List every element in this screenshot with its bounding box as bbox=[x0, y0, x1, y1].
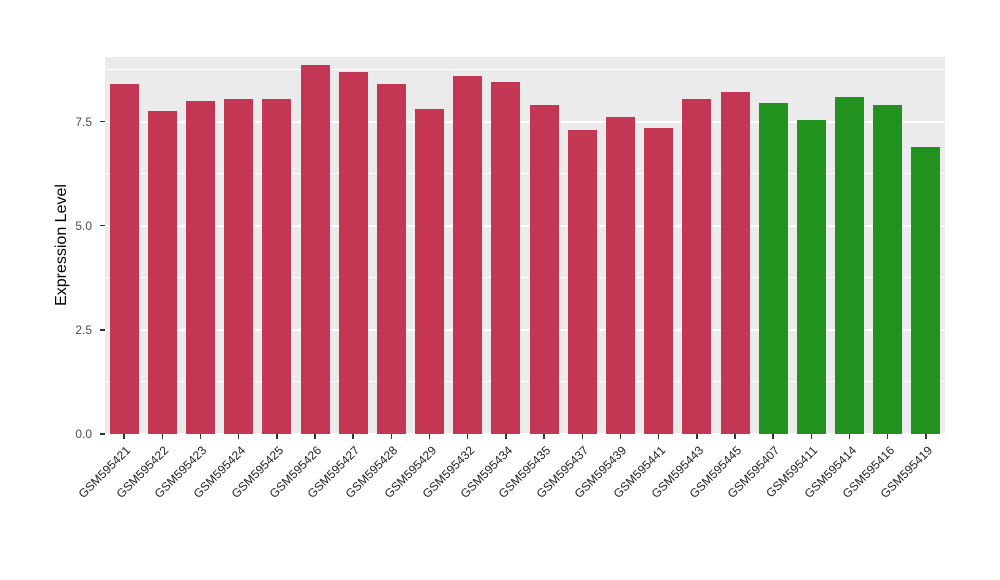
bar bbox=[873, 104, 903, 434]
x-tick-mark bbox=[886, 434, 889, 439]
x-tick-mark bbox=[657, 434, 660, 439]
plot-panel bbox=[105, 57, 945, 435]
x-tick-mark bbox=[237, 434, 240, 439]
bar bbox=[835, 96, 865, 434]
bar bbox=[567, 129, 597, 434]
y-tick-mark bbox=[100, 433, 105, 435]
bar bbox=[338, 71, 368, 434]
y-axis-title: Expression Level bbox=[53, 184, 70, 306]
x-tick-label: GSM595421 bbox=[75, 443, 134, 501]
minor-gridline bbox=[105, 277, 945, 279]
x-tick-mark bbox=[352, 434, 354, 439]
bar bbox=[911, 146, 941, 434]
bar bbox=[453, 75, 483, 434]
bar bbox=[491, 82, 521, 434]
minor-gridline bbox=[105, 173, 945, 175]
bar bbox=[185, 100, 215, 434]
bar bbox=[147, 111, 177, 434]
y-tick-label: 2.5 bbox=[75, 322, 92, 337]
x-tick-mark bbox=[428, 434, 431, 439]
x-tick-mark bbox=[161, 434, 164, 439]
x-tick-mark bbox=[466, 434, 469, 439]
x-tick-mark bbox=[810, 434, 813, 439]
x-tick-mark bbox=[390, 434, 393, 439]
major-gridline bbox=[105, 120, 945, 123]
bar bbox=[796, 119, 826, 434]
major-gridline bbox=[105, 433, 945, 435]
bar bbox=[262, 98, 292, 434]
bar bbox=[529, 104, 559, 434]
y-tick-mark bbox=[100, 224, 105, 227]
minor-gridline bbox=[105, 68, 945, 70]
bar bbox=[644, 127, 674, 434]
x-tick-mark bbox=[619, 434, 622, 439]
bar bbox=[300, 65, 330, 434]
bar bbox=[376, 84, 406, 434]
x-tick-mark bbox=[276, 434, 278, 439]
major-gridline bbox=[105, 224, 945, 227]
bar bbox=[682, 98, 712, 434]
x-tick-mark bbox=[581, 434, 584, 439]
x-tick-mark bbox=[505, 434, 507, 439]
bar bbox=[720, 92, 750, 434]
y-tick-mark bbox=[100, 329, 105, 331]
x-tick-mark bbox=[925, 434, 927, 439]
x-tick-mark bbox=[199, 434, 202, 439]
x-tick-mark bbox=[848, 434, 851, 439]
bar bbox=[605, 117, 635, 434]
x-tick-mark bbox=[123, 434, 125, 439]
y-tick-label: 5.0 bbox=[75, 218, 92, 233]
y-tick-label: 7.5 bbox=[75, 114, 92, 129]
bar bbox=[415, 109, 445, 434]
bar bbox=[758, 102, 788, 434]
bar bbox=[109, 84, 139, 434]
minor-gridline bbox=[105, 381, 945, 383]
x-tick-mark bbox=[696, 434, 698, 439]
x-tick-mark bbox=[314, 434, 316, 439]
x-tick-mark bbox=[772, 434, 774, 439]
bar bbox=[224, 98, 254, 434]
x-tick-mark bbox=[734, 434, 736, 439]
x-tick-mark bbox=[543, 434, 545, 439]
y-tick-label: 0.0 bbox=[75, 427, 92, 441]
y-tick-mark bbox=[100, 120, 105, 123]
major-gridline bbox=[105, 328, 945, 331]
